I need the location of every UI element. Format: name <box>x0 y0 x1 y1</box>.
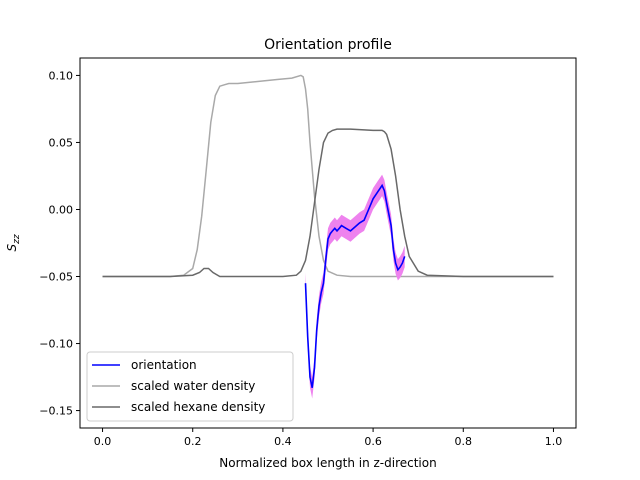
series-line-hexane <box>102 128 554 278</box>
y-axis-label: Szz <box>5 234 22 251</box>
chart-title: Orientation profile <box>264 37 392 53</box>
series-line-orientation <box>304 183 406 388</box>
legend: orientation scaled water density scaled … <box>86 351 294 422</box>
y-tick-label: 0.10 <box>49 69 74 82</box>
y-tick-label: 0.00 <box>49 203 74 216</box>
y-tick-label: −0.15 <box>39 405 73 418</box>
series-line-water <box>102 74 554 278</box>
x-tick-label: 1.0 <box>545 435 563 448</box>
y-axis: −0.15 −0.10 −0.05 0.00 0.05 0.10 <box>39 69 80 418</box>
axes-frame <box>79 57 577 429</box>
y-tick-label: 0.05 <box>49 136 74 149</box>
legend-label-water: scaled water density <box>131 379 255 393</box>
x-tick-label: 0.4 <box>274 435 292 448</box>
y-tick-label: −0.10 <box>39 338 73 351</box>
x-axis-label: Normalized box length in z-direction <box>219 456 436 470</box>
x-tick-label: 0.0 <box>94 435 112 448</box>
orientation-error-band <box>305 174 405 399</box>
x-tick-label: 0.6 <box>364 435 382 448</box>
x-tick-label: 0.8 <box>455 435 473 448</box>
y-tick-label: −0.05 <box>39 271 73 284</box>
plot-area <box>102 74 554 399</box>
legend-label-hexane: scaled hexane density <box>131 400 265 414</box>
y-axis-label-main: S <box>5 244 19 252</box>
y-axis-label-subscript: zz <box>12 234 22 245</box>
x-axis: 0.0 0.2 0.4 0.6 0.8 1.0 <box>94 428 562 448</box>
legend-label-orientation: orientation <box>131 358 197 372</box>
legend-frame <box>86 351 294 422</box>
x-tick-label: 0.2 <box>184 435 202 448</box>
